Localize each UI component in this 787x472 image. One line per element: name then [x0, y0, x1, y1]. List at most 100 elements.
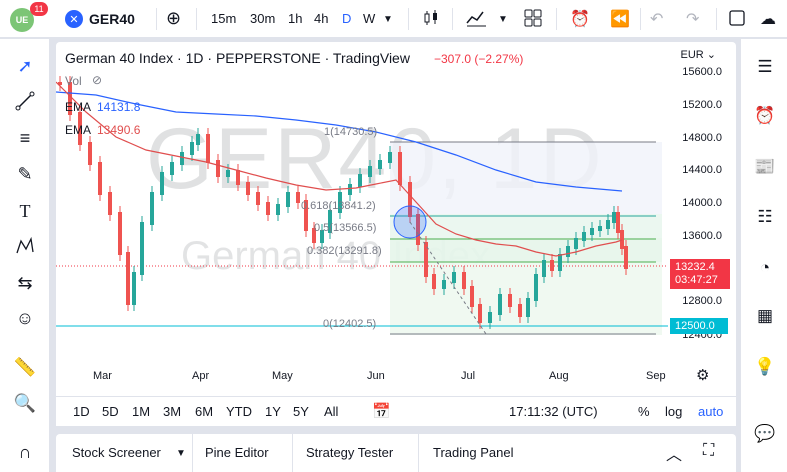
range-1y[interactable]: 1Y: [265, 404, 281, 419]
news-icon[interactable]: 📰: [754, 157, 776, 176]
ema1-value: 14131.8: [97, 100, 141, 114]
interval-d[interactable]: D: [342, 11, 352, 26]
candle-body: [58, 82, 62, 85]
replay-icon[interactable]: ⏪: [610, 11, 630, 28]
fib-retracement-icon[interactable]: ≡: [19, 127, 31, 148]
lightbulb-icon[interactable]: 💡: [754, 357, 776, 376]
compare-add-icon[interactable]: ⊕: [166, 8, 182, 28]
tab-trading-panel[interactable]: Trading Panel: [433, 445, 514, 460]
fullscreen-square-icon[interactable]: [728, 9, 746, 32]
candle-body: [624, 246, 628, 269]
candle-body: [304, 200, 308, 231]
range-3m[interactable]: 3M: [163, 404, 182, 419]
brush-icon[interactable]: ✎: [17, 163, 33, 184]
range-ytd[interactable]: YTD: [226, 404, 252, 419]
bottom-panel-bar: Stock Screener ▼ Pine Editor Strategy Te…: [56, 434, 736, 472]
range-1m[interactable]: 1M: [132, 404, 151, 419]
symbol-search[interactable]: GER40: [89, 11, 135, 27]
tab-stock-screener[interactable]: Stock Screener: [72, 445, 161, 460]
candle-body: [296, 192, 300, 203]
candle-body: [582, 232, 586, 241]
range-1d[interactable]: 1D: [73, 404, 90, 419]
chart-settings-icon[interactable]: ⚙: [696, 367, 710, 384]
candle-body: [358, 174, 362, 187]
candle-body: [452, 272, 456, 283]
interval-w[interactable]: W: [363, 11, 376, 26]
candle-body: [398, 152, 402, 185]
candle-body: [388, 152, 392, 163]
vol-legend[interactable]: Vol: [65, 74, 82, 88]
prediction-icon[interactable]: ⇆: [17, 272, 33, 293]
eye-off-icon[interactable]: ⊘: [92, 73, 103, 87]
candle-body: [266, 202, 270, 215]
pie-clock-icon[interactable]: ◔: [759, 258, 771, 277]
range-5d[interactable]: 5D: [102, 404, 119, 419]
tab-strategy-tester[interactable]: Strategy Tester: [306, 445, 394, 460]
redo-icon[interactable]: ↷: [686, 11, 700, 28]
alarm-clock-icon[interactable]: ⏰: [754, 106, 776, 125]
chevron-down-icon[interactable]: ▼: [176, 448, 186, 459]
calendar-icon[interactable]: ▦: [756, 306, 774, 325]
chart-area[interactable]: GER40, 1D German 40 Index German 40 Inde…: [56, 42, 736, 426]
chat-icon[interactable]: 💬: [754, 424, 776, 443]
symbol-legend-title[interactable]: German 40 Index · 1D · PEPPERSTONE · Tra…: [65, 50, 410, 66]
interval-15m[interactable]: 15m: [211, 11, 237, 26]
maximize-icon[interactable]: ⛶: [703, 442, 715, 459]
log-scale-toggle[interactable]: log: [665, 404, 683, 419]
clock-time[interactable]: 17:11:32 (UTC): [509, 404, 598, 419]
candle-body: [478, 304, 482, 323]
magnet-icon[interactable]: ∩: [18, 441, 32, 462]
divider: [452, 8, 453, 30]
ema1-label[interactable]: EMA: [65, 100, 92, 114]
candle-body: [442, 280, 446, 289]
y-tick: 14400.0: [682, 164, 722, 176]
fib-level-0382: 0.382(13291.8): [307, 245, 382, 257]
percent-scale-toggle[interactable]: %: [638, 404, 650, 419]
drawing-toolbar: ➚ ≡ ✎ T ⇆ ☺ 📏 🔍 ∩: [0, 39, 50, 472]
date-range-calendar-icon[interactable]: 📅: [372, 403, 391, 420]
candle-body: [470, 286, 474, 307]
indicators-icon[interactable]: [466, 9, 488, 32]
trend-line-icon[interactable]: [13, 89, 37, 113]
price-chart: [56, 76, 668, 335]
emoji-icon[interactable]: ☺: [15, 307, 35, 328]
currency-selector[interactable]: EUR ⌄: [680, 49, 716, 61]
candle-body: [518, 304, 522, 317]
calendar-list-icon[interactable]: ☷: [757, 207, 773, 226]
zoom-icon[interactable]: 🔍: [13, 392, 37, 413]
interval-4h[interactable]: 4h: [314, 11, 329, 26]
watchlist-icon[interactable]: ☰: [757, 57, 773, 76]
candle-body: [256, 192, 260, 205]
alert-clock-icon[interactable]: ⏰: [570, 11, 590, 28]
interval-1h[interactable]: 1h: [288, 11, 303, 26]
auto-scale-toggle[interactable]: auto: [698, 404, 724, 419]
candle-body: [590, 228, 594, 235]
cursor-icon[interactable]: ➚: [17, 55, 33, 76]
chevron-down-icon[interactable]: ▼: [498, 14, 508, 25]
candle-body: [78, 112, 82, 145]
candle-body: [320, 230, 324, 243]
chevron-up-icon[interactable]: ︿: [666, 447, 683, 464]
text-tool-icon[interactable]: T: [19, 200, 31, 221]
chevron-down-icon[interactable]: ▼: [383, 14, 393, 25]
range-6m[interactable]: 6M: [195, 404, 214, 419]
candles-chart-type-icon[interactable]: [422, 9, 440, 32]
range-5y[interactable]: 5Y: [293, 404, 309, 419]
tab-pine-editor[interactable]: Pine Editor: [205, 445, 269, 460]
pattern-icon[interactable]: [13, 234, 37, 258]
layout-grid-icon[interactable]: [524, 9, 542, 32]
ruler-icon[interactable]: 📏: [13, 356, 37, 377]
candle-body: [286, 192, 290, 207]
undo-icon[interactable]: ↶: [650, 11, 664, 28]
candle-body: [616, 212, 620, 233]
candle-body: [126, 252, 130, 305]
candle-body: [140, 222, 144, 275]
x-tick: Aug: [549, 370, 569, 382]
range-all[interactable]: All: [324, 404, 339, 419]
currency-label[interactable]: EUR: [680, 49, 704, 61]
divider: [196, 8, 197, 30]
cloud-save-icon[interactable]: ☁: [760, 11, 776, 28]
interval-30m[interactable]: 30m: [250, 11, 276, 26]
candle-body: [526, 298, 530, 317]
ema2-label[interactable]: EMA: [65, 123, 92, 137]
